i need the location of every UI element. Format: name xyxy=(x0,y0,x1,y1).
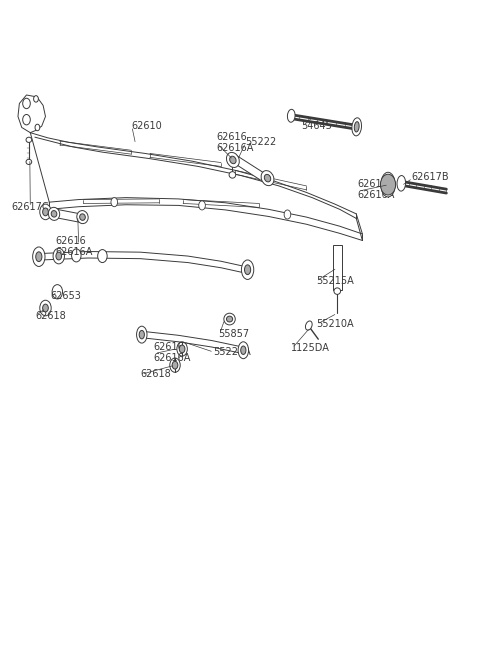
Polygon shape xyxy=(18,95,46,133)
Ellipse shape xyxy=(48,208,60,220)
Text: 62616
62616A: 62616 62616A xyxy=(216,132,253,153)
Ellipse shape xyxy=(224,313,235,325)
Circle shape xyxy=(381,174,396,195)
Ellipse shape xyxy=(354,122,359,132)
Ellipse shape xyxy=(80,214,85,220)
Text: 1125DA: 1125DA xyxy=(291,343,330,353)
Ellipse shape xyxy=(397,176,406,191)
Circle shape xyxy=(172,362,178,369)
Circle shape xyxy=(40,204,51,219)
Text: 62617B: 62617B xyxy=(412,172,449,182)
Ellipse shape xyxy=(244,265,251,274)
Text: 62618: 62618 xyxy=(35,311,66,321)
Circle shape xyxy=(177,342,187,356)
Text: 55220A: 55220A xyxy=(213,347,251,357)
Polygon shape xyxy=(333,245,342,290)
Circle shape xyxy=(35,124,40,131)
Text: 55857: 55857 xyxy=(219,329,250,339)
Ellipse shape xyxy=(305,321,312,330)
Text: 62616
62616A: 62616 62616A xyxy=(358,179,395,200)
Text: 55222: 55222 xyxy=(245,138,276,147)
Circle shape xyxy=(43,208,48,215)
Circle shape xyxy=(23,115,30,125)
Ellipse shape xyxy=(36,252,42,261)
Ellipse shape xyxy=(137,326,147,343)
Ellipse shape xyxy=(238,342,249,359)
Ellipse shape xyxy=(240,346,246,354)
Ellipse shape xyxy=(352,118,361,136)
Ellipse shape xyxy=(261,170,274,185)
Ellipse shape xyxy=(229,172,236,178)
Polygon shape xyxy=(52,209,84,223)
Circle shape xyxy=(23,98,30,109)
Ellipse shape xyxy=(26,137,32,142)
Text: 54645: 54645 xyxy=(301,121,333,131)
Circle shape xyxy=(72,249,81,262)
Circle shape xyxy=(199,201,205,210)
Ellipse shape xyxy=(33,247,45,267)
Text: 62617C: 62617C xyxy=(12,202,49,212)
Ellipse shape xyxy=(264,174,271,182)
Ellipse shape xyxy=(26,159,32,164)
Ellipse shape xyxy=(334,288,341,294)
Ellipse shape xyxy=(139,330,144,339)
Circle shape xyxy=(40,300,51,316)
Circle shape xyxy=(97,250,107,263)
Ellipse shape xyxy=(77,210,88,223)
Ellipse shape xyxy=(227,316,233,322)
Circle shape xyxy=(170,358,180,372)
Circle shape xyxy=(284,210,291,219)
Text: 55215A: 55215A xyxy=(316,276,354,286)
Ellipse shape xyxy=(384,178,392,191)
Text: 62610: 62610 xyxy=(131,121,162,131)
Text: 62618: 62618 xyxy=(140,369,171,379)
Ellipse shape xyxy=(227,153,240,168)
Text: 62616
62616A: 62616 62616A xyxy=(55,236,92,257)
Circle shape xyxy=(53,248,64,264)
Polygon shape xyxy=(231,153,268,183)
Ellipse shape xyxy=(381,172,395,197)
Text: 62653: 62653 xyxy=(50,291,81,301)
Text: 62616
62616A: 62616 62616A xyxy=(154,342,191,363)
Circle shape xyxy=(43,304,48,312)
Text: 55210A: 55210A xyxy=(316,319,354,329)
Circle shape xyxy=(34,96,38,102)
Ellipse shape xyxy=(288,109,295,122)
Ellipse shape xyxy=(241,260,254,280)
Ellipse shape xyxy=(229,156,236,164)
Ellipse shape xyxy=(51,211,57,217)
Circle shape xyxy=(52,285,62,299)
Circle shape xyxy=(56,252,61,260)
Ellipse shape xyxy=(229,155,236,162)
Circle shape xyxy=(111,198,118,207)
Circle shape xyxy=(179,345,185,353)
